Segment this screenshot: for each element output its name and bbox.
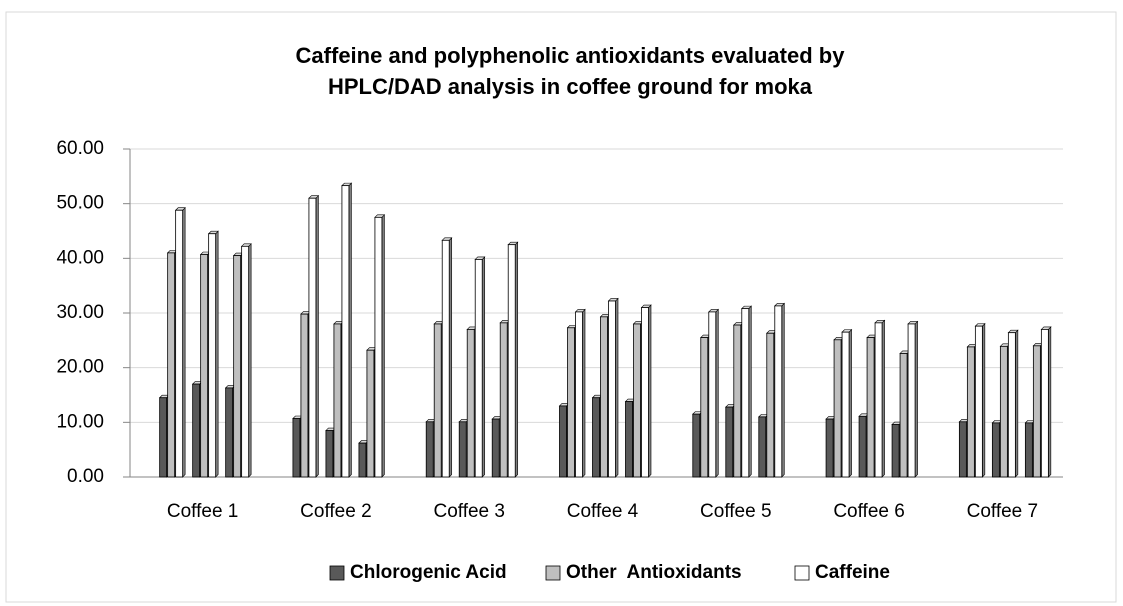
bar [825,418,834,478]
legend-label: Caffeine [815,562,890,583]
bar [159,397,168,478]
bar [458,421,467,478]
bar [466,328,475,478]
bar [366,349,375,478]
bar [491,418,500,478]
bar [559,405,567,478]
bar [225,387,234,478]
y-tick-label: 10.00 [56,411,104,432]
bar [1040,328,1049,478]
bar [841,331,850,478]
x-tick-label: Coffee 3 [433,501,504,522]
bar [991,422,1000,478]
bar [300,313,309,478]
bar [866,337,875,478]
bar [575,311,583,478]
bar [774,305,783,478]
legend-label: Chlorogenic Acid [350,562,507,583]
bar [625,401,633,478]
bar [1024,422,1033,478]
bar [600,316,608,478]
bar [766,332,775,478]
bar [641,307,649,478]
bar [899,353,908,478]
bar [358,442,367,478]
x-tick-label: Coffee 2 [300,501,371,522]
bar [200,254,209,478]
bar [1032,345,1041,478]
chart-border [5,11,1117,603]
bar [958,421,967,478]
bar [733,324,742,478]
bar [441,239,450,478]
bar [974,325,983,478]
bar [192,383,201,478]
bar [233,255,242,478]
legend-swatch [794,565,810,581]
bar [425,421,434,478]
bar [175,209,184,478]
bar [1007,332,1016,478]
y-tick-label: 40.00 [56,247,104,268]
bar [208,233,217,478]
bar [608,300,616,478]
bar [592,397,600,478]
bar [874,322,883,478]
bar [999,345,1008,478]
bar [725,406,734,478]
bar [499,322,508,478]
x-tick-label: Coffee 6 [833,501,904,522]
bar [891,424,900,478]
y-tick-label: 0.00 [67,466,104,487]
bar [241,245,250,478]
bar [741,308,750,478]
bar [833,339,842,478]
bar [907,323,916,478]
bar [333,323,342,478]
x-tick-label: Coffee 7 [967,501,1038,522]
legend-swatch [545,565,561,581]
bar [633,323,641,478]
bar [758,416,767,478]
bar [341,185,350,478]
bar [474,259,483,478]
x-tick-label: Coffee 4 [567,501,639,522]
x-tick-label: Coffee 5 [700,501,771,522]
y-tick-label: 30.00 [56,302,104,323]
bar [700,337,709,478]
y-tick-label: 60.00 [56,138,104,159]
legend-swatch [329,565,345,581]
bar [567,327,575,478]
bar [308,197,317,478]
y-tick-label: 50.00 [56,193,104,214]
bar [507,244,516,478]
bar [167,252,176,478]
chart-title: Caffeine and polyphenolic antioxidants e… [295,43,845,99]
bar [708,311,717,478]
bar [433,323,442,478]
bar [292,418,301,478]
bar [374,216,383,478]
bar [966,346,975,478]
bar [858,415,867,478]
bar [325,430,334,478]
x-tick-label: Coffee 1 [167,501,238,522]
y-tick-label: 20.00 [56,357,104,378]
bar [692,413,701,478]
legend-label: Other Antioxidants [566,562,742,583]
